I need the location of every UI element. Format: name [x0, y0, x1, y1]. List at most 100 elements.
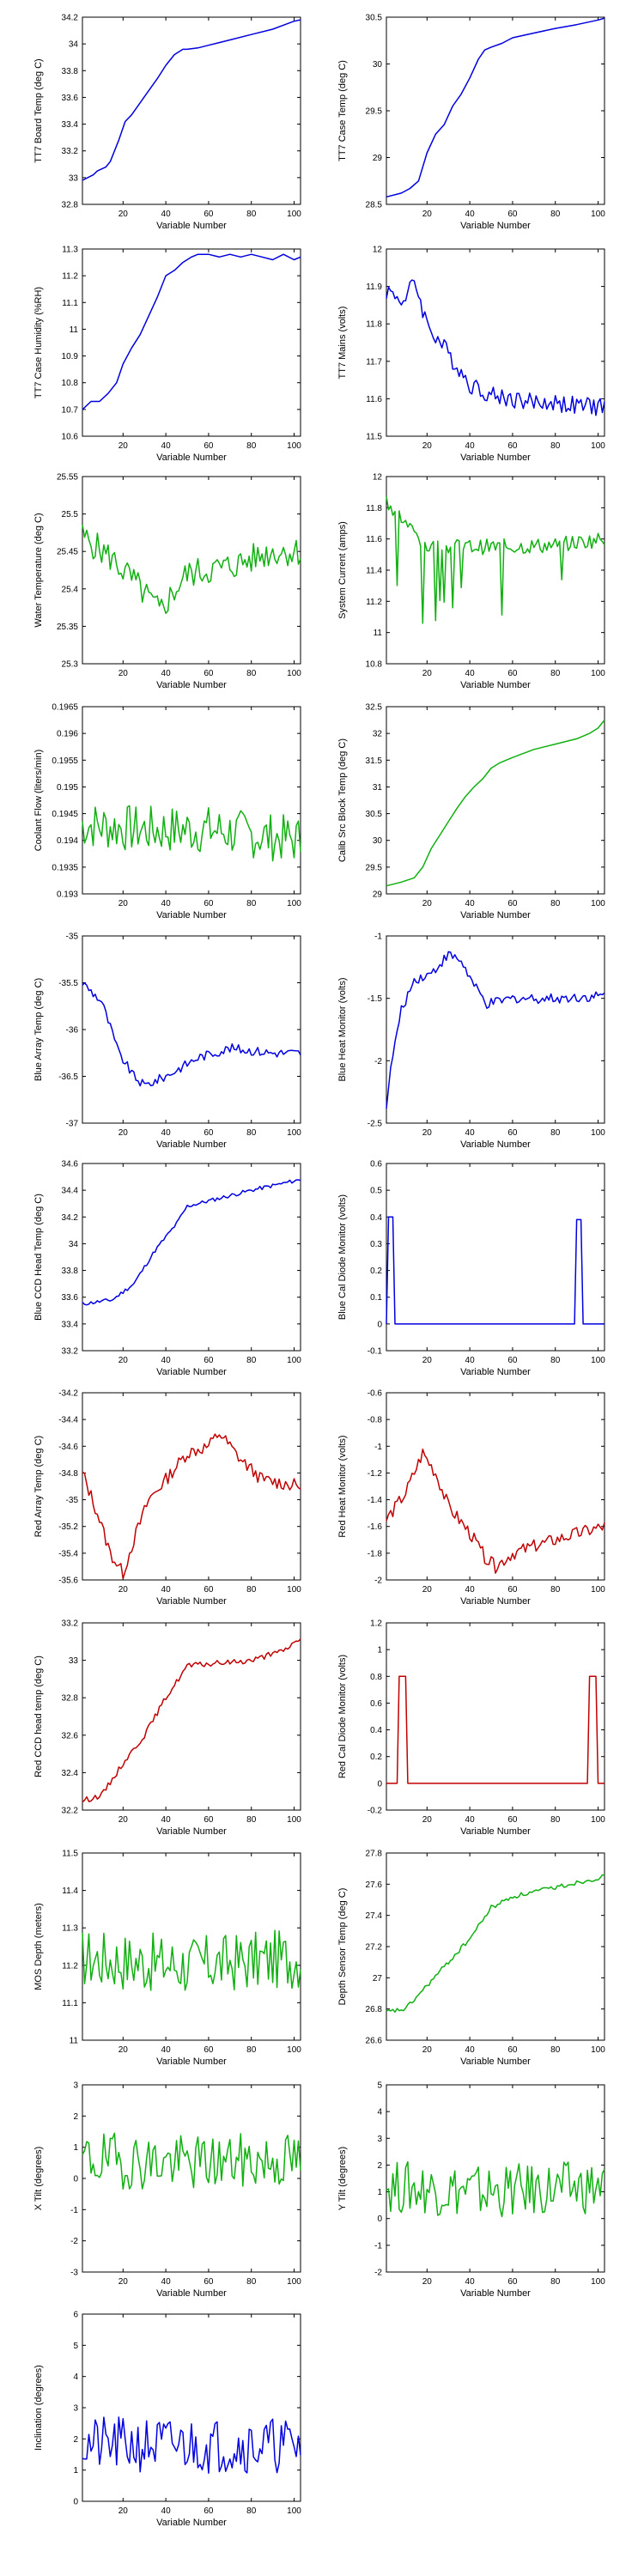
x-axis-label: Variable Number — [460, 1367, 531, 1377]
chart-panel: 11.5 11.6 11.7 11.8 11.9 12 20 40 60 80 100 Variabl… — [337, 246, 605, 464]
x-axis-label: Variable Number — [460, 2057, 531, 2067]
x-axis-label: Variable Number — [156, 1139, 227, 1150]
y-tick-label: -0.2 — [368, 1807, 383, 1816]
x-tick-label: 40 — [465, 1356, 476, 1365]
chart-panel: -0.1 0 0.1 0.2 0.3 0.4 0.5 0.6 20 40 60 80 100 Variab… — [337, 1160, 605, 1378]
plot-frame — [386, 476, 605, 665]
y-tick-label: 30.5 — [366, 14, 383, 23]
x-tick-label: 100 — [591, 669, 605, 678]
y-tick-label: 4 — [73, 2372, 78, 2382]
y-tick-label: 29.5 — [366, 863, 383, 872]
series-line — [82, 1638, 301, 1803]
x-tick-label: 80 — [246, 1128, 257, 1138]
chart-panel: -37 -36.5 -36 -35.5 -35 20 40 60 80 100 Variable N… — [33, 933, 301, 1151]
y-tick-label: 1.2 — [370, 1619, 382, 1629]
chart-panel: -2 -1.8 -1.6 -1.4 -1.2 -1 -0.8 -0.6 20 40 60 80 100 V… — [337, 1389, 605, 1607]
y-tick-label: 11.1 — [62, 299, 78, 308]
y-tick-label: 34.2 — [62, 1213, 79, 1223]
y-tick-label: 32.5 — [366, 703, 383, 713]
y-tick-label: 32.8 — [62, 1694, 79, 1704]
y-tick-label: 10.8 — [366, 660, 383, 670]
plot-frame — [82, 2313, 301, 2502]
y-tick-label: 34.4 — [62, 1187, 79, 1196]
series-line — [82, 19, 301, 181]
y-tick-label: 33 — [69, 1656, 79, 1666]
series-line — [386, 720, 605, 887]
y-tick-label: 32 — [373, 730, 383, 739]
y-tick-label: -34.4 — [58, 1416, 78, 1425]
chart-panel: 29 29.5 30 30.5 31 31.5 32 32.5 20 40 60 80 100 Varia… — [337, 703, 605, 921]
x-tick-label: 40 — [465, 2045, 476, 2055]
y-tick-label: 0.1945 — [52, 810, 78, 819]
y-tick-label: 29 — [373, 154, 383, 163]
x-tick-label: 20 — [422, 2045, 433, 2055]
x-tick-label: 100 — [287, 1128, 301, 1138]
y-tick-label: 33.8 — [62, 1267, 79, 1276]
y-tick-label: -1.6 — [368, 1522, 383, 1532]
y-axis-label: Y Tilt (degrees) — [337, 2147, 348, 2210]
x-tick-label: 80 — [550, 899, 561, 908]
x-tick-label: 100 — [287, 899, 301, 908]
y-tick-label: -1.4 — [368, 1496, 383, 1505]
x-axis-label: Variable Number — [156, 1367, 227, 1377]
x-tick-label: 40 — [465, 441, 476, 451]
x-tick-label: 80 — [550, 1356, 561, 1365]
x-tick-label: 60 — [204, 669, 214, 678]
series-line — [82, 1433, 301, 1580]
y-tick-label: 11 — [70, 325, 79, 335]
x-tick-label: 100 — [591, 210, 605, 219]
y-tick-label: 11.6 — [366, 535, 382, 544]
y-tick-label: -35 — [66, 933, 79, 942]
chart-panel: -2.5 -2 -1.5 -1 20 40 60 80 100 Variable Number Bl… — [337, 933, 605, 1151]
x-tick-label: 40 — [465, 1815, 476, 1825]
chart-panel: 11 11.1 11.2 11.3 11.4 11.5 20 40 60 80 100 Variabl… — [33, 1850, 301, 2068]
y-tick-label: 0.8 — [370, 1673, 382, 1682]
y-tick-label: -35.4 — [58, 1549, 78, 1558]
y-tick-label: 27.6 — [366, 1880, 383, 1890]
x-axis-label: Variable Number — [156, 221, 227, 231]
series-line — [386, 1448, 605, 1574]
y-tick-label: -37 — [66, 1120, 79, 1129]
x-tick-label: 20 — [422, 899, 433, 908]
x-tick-label: 20 — [118, 669, 129, 678]
y-tick-label: 27.2 — [366, 1943, 383, 1953]
y-tick-label: 0.4 — [370, 1726, 382, 1735]
x-tick-label: 20 — [422, 210, 433, 219]
x-tick-label: 60 — [204, 2277, 214, 2287]
x-tick-label: 80 — [550, 210, 561, 219]
y-axis-label: Blue CCD Head Temp (deg C) — [33, 1194, 44, 1321]
y-tick-label: 32.8 — [62, 201, 79, 210]
y-axis-label: Blue Array Temp (deg C) — [33, 978, 44, 1081]
y-tick-label: -35 — [66, 1496, 79, 1505]
chart-panel: 0.193 0.1935 0.194 0.1945 0.195 0.1955 0.196 0.… — [33, 703, 301, 921]
x-tick-label: 100 — [591, 1128, 605, 1138]
y-tick-label: 1 — [377, 1646, 382, 1656]
plot-frame — [386, 706, 605, 895]
x-axis-label: Variable Number — [460, 1596, 531, 1607]
y-tick-label: 5 — [377, 2081, 382, 2091]
x-tick-label: 60 — [204, 1128, 214, 1138]
y-tick-label: 31 — [373, 783, 383, 793]
x-axis-label: Variable Number — [156, 453, 227, 463]
y-tick-label: 3 — [377, 2135, 382, 2144]
y-tick-label: 0 — [73, 2175, 78, 2184]
series-line — [386, 496, 605, 624]
x-tick-label: 60 — [204, 899, 214, 908]
plot-frame — [82, 248, 301, 437]
x-tick-label: 60 — [507, 210, 518, 219]
x-tick-label: 80 — [246, 1815, 257, 1825]
x-tick-label: 80 — [246, 1356, 257, 1365]
plot-frame — [386, 1852, 605, 2041]
series-line — [82, 525, 301, 615]
chart-panel: 33.2 33.4 33.6 33.8 34 34.2 34.4 34.6 20 40 60 80 10… — [33, 1160, 301, 1378]
plot-frame — [82, 1163, 301, 1352]
series-line — [82, 2416, 301, 2474]
y-tick-label: 0.1965 — [52, 703, 78, 713]
y-tick-label: 0.195 — [57, 783, 78, 793]
y-axis-label: TT7 Mains (volts) — [337, 307, 348, 380]
x-tick-label: 20 — [422, 441, 433, 451]
x-tick-label: 60 — [507, 2045, 518, 2055]
y-tick-label: 27 — [373, 1974, 383, 1984]
y-tick-label: 33.6 — [62, 94, 79, 103]
x-tick-label: 100 — [287, 441, 301, 451]
